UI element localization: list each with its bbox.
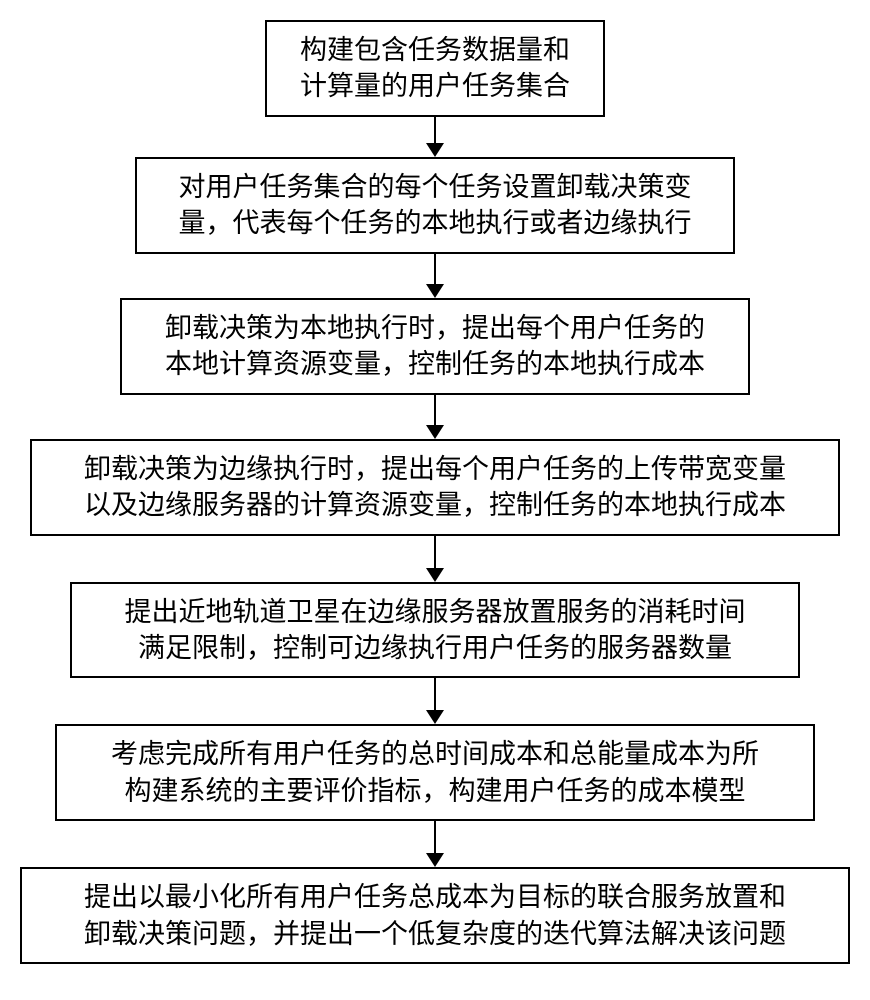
flow-node-line: 构建系统的主要评价指标，构建用户任务的成本模型 bbox=[71, 773, 799, 809]
flow-node-line: 提出近地轨道卫星在边缘服务器放置服务的消耗时间 bbox=[86, 594, 784, 630]
flow-arrow bbox=[426, 678, 444, 724]
arrow-shaft bbox=[434, 678, 436, 710]
flow-node-n1: 构建包含任务数据量和计算量的用户任务集合 bbox=[265, 20, 605, 117]
arrow-shaft bbox=[434, 254, 436, 284]
flow-node-line: 计算量的用户任务集合 bbox=[281, 68, 589, 104]
arrow-head bbox=[426, 853, 444, 867]
flow-node-line: 量，代表每个任务的本地执行或者边缘执行 bbox=[151, 205, 719, 241]
flow-node-line: 卸载决策为边缘执行时，提出每个用户任务的上传带宽变量 bbox=[46, 451, 824, 487]
flow-node-n4: 卸载决策为边缘执行时，提出每个用户任务的上传带宽变量以及边缘服务器的计算资源变量… bbox=[30, 439, 840, 536]
flow-node-line: 提出以最小化所有用户任务总成本为目标的联合服务放置和 bbox=[36, 879, 834, 915]
arrow-head bbox=[426, 284, 444, 298]
flow-node-line: 构建包含任务数据量和 bbox=[281, 32, 589, 68]
arrow-shaft bbox=[434, 395, 436, 425]
flow-node-line: 满足限制，控制可边缘执行用户任务的服务器数量 bbox=[86, 630, 784, 666]
flow-node-line: 卸载决策问题，并提出一个低复杂度的迭代算法解决该问题 bbox=[36, 916, 834, 952]
arrow-head bbox=[426, 425, 444, 439]
arrow-shaft bbox=[434, 117, 436, 143]
flowchart-container: 构建包含任务数据量和计算量的用户任务集合对用户任务集合的每个任务设置卸载决策变量… bbox=[20, 20, 850, 964]
flow-arrow bbox=[426, 536, 444, 582]
flow-arrow bbox=[426, 254, 444, 298]
flow-node-line: 对用户任务集合的每个任务设置卸载决策变 bbox=[151, 169, 719, 205]
flow-node-line: 本地计算资源变量，控制任务的本地执行成本 bbox=[136, 346, 734, 382]
arrow-shaft bbox=[434, 821, 436, 853]
flow-node-line: 卸载决策为本地执行时，提出每个用户任务的 bbox=[136, 310, 734, 346]
arrow-head bbox=[426, 568, 444, 582]
flow-node-n6: 考虑完成所有用户任务的总时间成本和总能量成本为所构建系统的主要评价指标，构建用户… bbox=[55, 724, 815, 821]
flow-node-n7: 提出以最小化所有用户任务总成本为目标的联合服务放置和卸载决策问题，并提出一个低复… bbox=[20, 867, 850, 964]
flow-node-line: 以及边缘服务器的计算资源变量，控制任务的本地执行成本 bbox=[46, 487, 824, 523]
arrow-head bbox=[426, 710, 444, 724]
flow-node-n2: 对用户任务集合的每个任务设置卸载决策变量，代表每个任务的本地执行或者边缘执行 bbox=[135, 157, 735, 254]
flow-node-n5: 提出近地轨道卫星在边缘服务器放置服务的消耗时间满足限制，控制可边缘执行用户任务的… bbox=[70, 582, 800, 679]
flow-arrow bbox=[426, 117, 444, 157]
flow-arrow bbox=[426, 821, 444, 867]
flow-node-line: 考虑完成所有用户任务的总时间成本和总能量成本为所 bbox=[71, 736, 799, 772]
arrow-head bbox=[426, 143, 444, 157]
flow-node-n3: 卸载决策为本地执行时，提出每个用户任务的本地计算资源变量，控制任务的本地执行成本 bbox=[120, 298, 750, 395]
arrow-shaft bbox=[434, 536, 436, 568]
flow-arrow bbox=[426, 395, 444, 439]
